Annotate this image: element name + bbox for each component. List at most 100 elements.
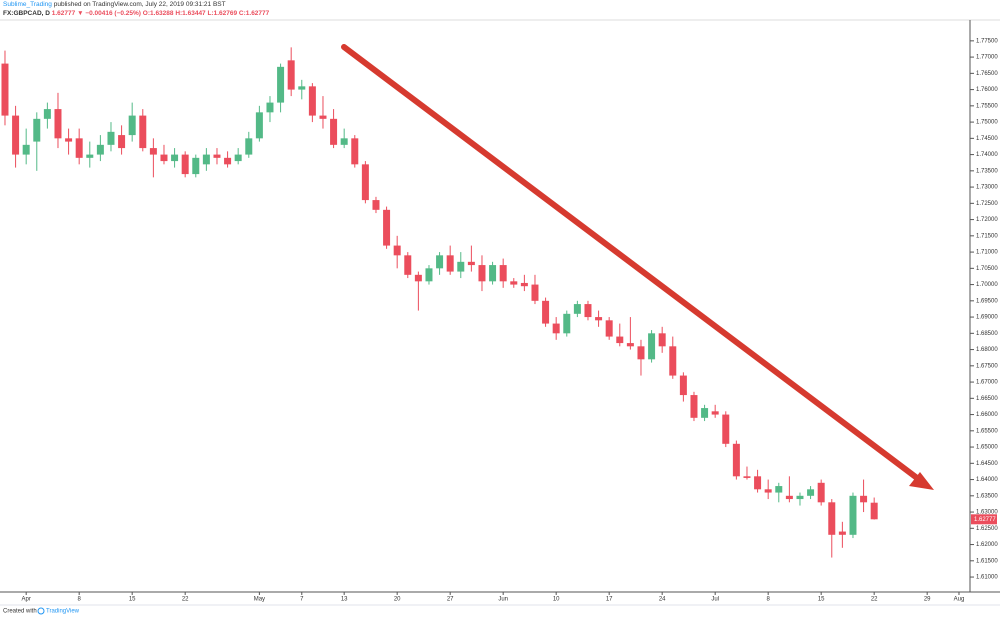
y-tick-label: 1.61000 bbox=[976, 575, 998, 581]
candle-body bbox=[54, 109, 62, 139]
candle-body bbox=[754, 476, 762, 490]
candle-body bbox=[128, 115, 136, 136]
candle-body bbox=[96, 144, 104, 155]
candle-body bbox=[33, 118, 41, 142]
published: published on TradingView.com, July 22, 2… bbox=[53, 1, 226, 8]
candle-body bbox=[785, 495, 793, 500]
candle-body bbox=[255, 112, 263, 139]
y-tick-label: 1.74000 bbox=[976, 152, 998, 158]
candle-body bbox=[637, 346, 645, 360]
candle-body bbox=[467, 261, 475, 266]
y-tick-label: 1.68000 bbox=[976, 347, 998, 353]
candle-body bbox=[160, 154, 168, 162]
y-tick-label: 1.71000 bbox=[976, 250, 998, 256]
y-tick-label: 1.66500 bbox=[976, 396, 998, 402]
candle-body bbox=[658, 333, 666, 347]
y-tick-label: 1.76000 bbox=[976, 87, 998, 93]
candle-body bbox=[817, 482, 825, 503]
candle-body bbox=[573, 304, 581, 314]
x-tick-label: 8 bbox=[767, 597, 771, 603]
x-tick-label: 13 bbox=[341, 597, 348, 603]
candle-body bbox=[149, 148, 157, 155]
candle-body bbox=[266, 102, 274, 113]
y-tick-label: 1.65500 bbox=[976, 428, 998, 434]
x-tick-label: 22 bbox=[182, 597, 189, 603]
candle-body bbox=[478, 265, 486, 282]
y-tick-label: 1.76500 bbox=[976, 71, 998, 77]
candle-body bbox=[224, 157, 232, 165]
candle-body bbox=[711, 411, 719, 415]
candle-body bbox=[626, 343, 634, 347]
y-tick-label: 1.74500 bbox=[976, 136, 998, 142]
candle-body bbox=[542, 300, 550, 324]
candle-body bbox=[860, 495, 868, 503]
candle-body bbox=[870, 502, 878, 520]
candle-body bbox=[43, 109, 51, 119]
candle-body bbox=[361, 164, 369, 201]
candle-body bbox=[563, 313, 571, 334]
x-tick-label: 7 bbox=[300, 597, 304, 603]
symbol-line: FX:GBPCAD, D 1.62777 ▼ −0.00416 (−0.25%)… bbox=[3, 10, 269, 17]
candle-body bbox=[489, 265, 497, 282]
candle-body bbox=[287, 60, 295, 90]
candle-body bbox=[393, 245, 401, 256]
y-tick-label: 1.77500 bbox=[976, 38, 998, 44]
y-tick-label: 1.69000 bbox=[976, 315, 998, 321]
y-tick-label: 1.71500 bbox=[976, 233, 998, 239]
y-tick-label: 1.64500 bbox=[976, 461, 998, 467]
candle-body bbox=[669, 346, 677, 376]
y-tick-label: 1.69500 bbox=[976, 298, 998, 304]
candle-body bbox=[171, 154, 179, 162]
x-tick-label: Apr bbox=[22, 597, 31, 603]
candle-body bbox=[425, 268, 433, 282]
candle-body bbox=[22, 144, 30, 155]
candle-body bbox=[701, 408, 709, 418]
candle-body bbox=[446, 255, 454, 272]
footer-created: Created with bbox=[3, 609, 37, 615]
candle-body bbox=[616, 336, 624, 344]
candle-body bbox=[807, 489, 815, 496]
candle-body bbox=[12, 115, 20, 155]
candle-body bbox=[330, 118, 338, 145]
x-tick-label: 8 bbox=[78, 597, 82, 603]
x-tick-label: Jul bbox=[711, 597, 719, 603]
candle-body bbox=[139, 115, 147, 149]
candle-body bbox=[107, 131, 115, 145]
y-tick-label: 1.77000 bbox=[976, 55, 998, 61]
candle-body bbox=[732, 443, 740, 477]
candle-body bbox=[838, 531, 846, 535]
candle-body bbox=[722, 414, 730, 444]
x-tick-label: Jun bbox=[498, 597, 508, 603]
y-tick-label: 1.72000 bbox=[976, 217, 998, 223]
publish-line: Sublime_Trading published on TradingView… bbox=[3, 1, 226, 8]
candle-body bbox=[648, 333, 656, 360]
candle-body bbox=[552, 323, 560, 334]
candle-body bbox=[520, 282, 528, 287]
change: ▼ −0.00416 (−0.25%) bbox=[77, 10, 141, 17]
last: 1.62777 bbox=[51, 10, 76, 17]
candle-body bbox=[414, 274, 422, 282]
candle-body bbox=[743, 476, 751, 478]
candle-body bbox=[775, 486, 783, 493]
candle-body bbox=[319, 115, 327, 119]
candle-body bbox=[86, 154, 94, 158]
footer-brand[interactable]: TradingView bbox=[46, 609, 80, 615]
candle-body bbox=[234, 154, 242, 162]
y-tick-label: 1.68500 bbox=[976, 331, 998, 337]
candle-body bbox=[679, 375, 687, 396]
y-tick-label: 1.73500 bbox=[976, 168, 998, 174]
candle-body bbox=[383, 209, 391, 246]
candle-body bbox=[75, 138, 83, 158]
y-tick-label: 1.64000 bbox=[976, 477, 998, 483]
y-tick-label: 1.75000 bbox=[976, 120, 998, 126]
last-price-box bbox=[971, 514, 997, 525]
candle-body bbox=[340, 138, 348, 145]
y-tick-label: 1.70000 bbox=[976, 282, 998, 288]
candle-body bbox=[245, 138, 253, 155]
candle-body bbox=[65, 138, 73, 142]
candle-body bbox=[605, 320, 613, 337]
candle-body bbox=[828, 502, 836, 535]
x-tick-label: 10 bbox=[553, 597, 560, 603]
author[interactable]: Sublime_Trading bbox=[3, 1, 52, 8]
